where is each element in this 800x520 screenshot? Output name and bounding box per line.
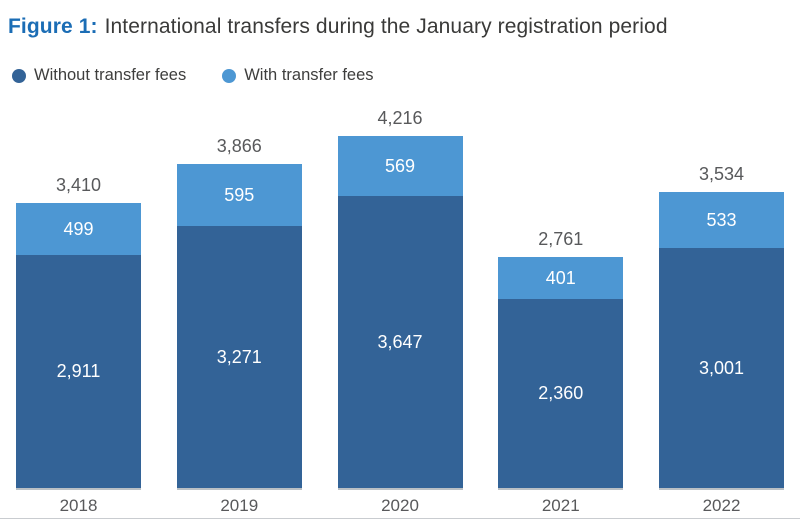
bar-segment-without-fees: 2,360 bbox=[498, 299, 624, 488]
segment-value-label: 2,360 bbox=[538, 383, 584, 403]
segment-value-label: 401 bbox=[545, 267, 576, 288]
bar-group-2019: 3,866 595 3,271 2019 bbox=[176, 136, 302, 518]
bar-total-label: 4,216 bbox=[377, 108, 423, 128]
bar-segment-with-fees: 533 bbox=[659, 192, 784, 248]
x-axis-label-2018: 2018 bbox=[59, 496, 98, 515]
segment-value-label: 569 bbox=[384, 155, 416, 176]
bar-segment-with-fees: 595 bbox=[176, 164, 302, 226]
x-axis-label-2020: 2020 bbox=[381, 496, 419, 515]
legend-dot-without-fees-icon bbox=[12, 68, 26, 83]
segment-value-label: 3,271 bbox=[216, 346, 262, 367]
legend-dot-with-fees-icon bbox=[222, 68, 237, 83]
x-axis-label-2021: 2021 bbox=[541, 496, 580, 515]
bar-group-2022: 3,534 533 3,001 2022 bbox=[659, 164, 784, 518]
chart-legend: Without transfer fees With transfer fees bbox=[12, 66, 800, 85]
legend-item-without-fees: Without transfer fees bbox=[12, 66, 186, 85]
x-axis-baseline bbox=[0, 518, 800, 519]
segment-value-label: 3,001 bbox=[698, 357, 745, 378]
bar-group-2021: 2,761 401 2,360 2021 bbox=[498, 229, 624, 518]
bar-segment-with-fees: 569 bbox=[337, 136, 463, 196]
figure-number-label: Figure 1: bbox=[8, 15, 98, 38]
bar-total-label: 3,410 bbox=[55, 175, 102, 195]
bar-segment-with-fees: 401 bbox=[498, 257, 624, 299]
stacked-bar-chart: 3,410 499 2,911 2018 3,866 595 3,271 2019 4,216 5… bbox=[0, 108, 800, 518]
bar-segment-without-fees: 3,271 bbox=[176, 226, 302, 488]
segment-value-label: 3,647 bbox=[377, 331, 423, 352]
segment-value-label: 595 bbox=[224, 184, 255, 205]
bar-segment-without-fees: 3,001 bbox=[659, 248, 784, 488]
bar-total-label: 2,761 bbox=[538, 229, 584, 249]
bar-group-2018: 3,410 499 2,911 2018 bbox=[16, 175, 141, 518]
bar-segment-without-fees: 3,647 bbox=[337, 196, 463, 488]
legend-item-with-fees: With transfer fees bbox=[222, 66, 374, 85]
segment-value-label: 533 bbox=[706, 209, 737, 230]
bar-total-label: 3,534 bbox=[698, 164, 745, 184]
figure-title-text: International transfers during the Janua… bbox=[104, 15, 668, 38]
bar-total-label: 3,866 bbox=[216, 136, 262, 156]
x-axis-label-2019: 2019 bbox=[220, 496, 259, 515]
figure-title: Figure 1: International transfers during … bbox=[8, 14, 800, 40]
x-axis-label-2022: 2022 bbox=[702, 496, 741, 515]
legend-label-with-fees: With transfer fees bbox=[244, 66, 374, 84]
bar-group-2020: 4,216 569 3,647 2020 bbox=[337, 108, 463, 518]
legend-label-without-fees: Without transfer fees bbox=[34, 66, 187, 84]
bar-segment-with-fees: 499 bbox=[16, 203, 141, 255]
bar-segment-without-fees: 2,911 bbox=[16, 255, 141, 488]
segment-value-label: 499 bbox=[63, 218, 94, 239]
segment-value-label: 2,911 bbox=[56, 361, 101, 381]
